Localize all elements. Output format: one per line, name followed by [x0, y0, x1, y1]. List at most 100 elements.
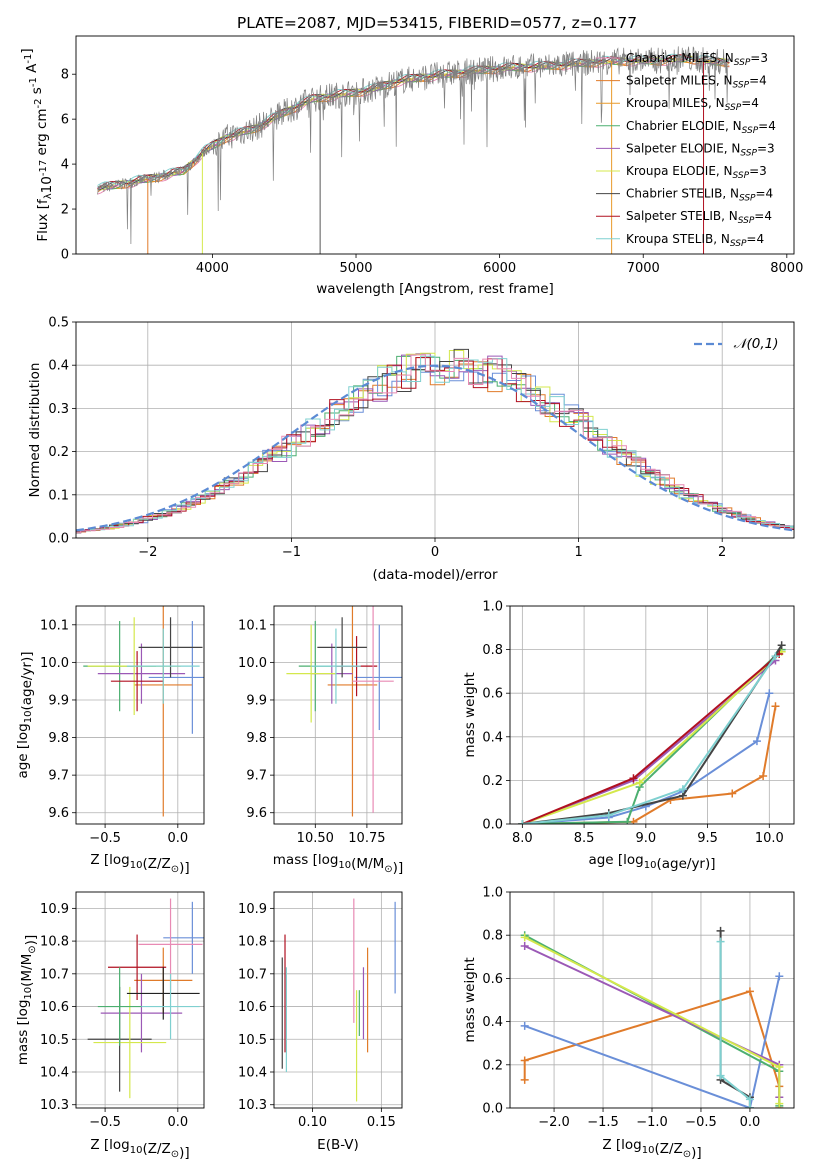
label-subscript: ⊙ [683, 1149, 691, 1160]
series-marker [752, 737, 761, 746]
legend-label: Chabrier ELODIE, NSSP=4 [626, 119, 776, 136]
label-part: (data-model)/error [372, 567, 498, 583]
y-tick-label: 0.8 [482, 643, 503, 658]
x-tick-label: 6000 [483, 261, 516, 276]
y-tick-label: 10.9 [40, 902, 69, 917]
panel-age_vs_mass: 10.50 10.75 9.6 9.7 9.8 9.9 10.0 10.1 mass [log1… [238, 605, 403, 876]
legend-text: Chabrier ELODIE, N [626, 119, 742, 133]
legend-text: =3 [750, 51, 768, 65]
y-tick-label: 0.6 [482, 687, 503, 702]
label-part: A [24, 63, 40, 77]
panel-mass_vs_z: −0.5 0.0 10.3 10.4 10.5 10.6 10.7 10.8 10.9 Z [lo… [15, 891, 205, 1161]
axes-frame [509, 605, 795, 825]
y-axis-label: Flux [fλ10-17 erg cm-2 s-1 A-1] [19, 48, 55, 241]
y-tick-label: 10.4 [40, 1066, 69, 1081]
y-tick-label: 10.8 [40, 935, 69, 950]
x-axis-label: age [log10(age/yr)] [588, 852, 715, 872]
label-part: mass [log [273, 852, 339, 868]
y-tick-label: 0.8 [482, 929, 503, 944]
x-axis-label: E(B-V) [317, 1137, 359, 1153]
x-tick-label: 0.0 [740, 1115, 761, 1130]
x-tick-label: 0 [431, 545, 439, 560]
label-superscript: -17 [38, 160, 49, 176]
series-line [522, 692, 771, 824]
x-axis-label: (data-model)/error [372, 567, 498, 583]
label-part: (Z/Z [142, 856, 170, 872]
label-part: wavelength [Angstrom, rest frame] [316, 281, 554, 297]
axes-frame [273, 891, 403, 1109]
series-line [719, 930, 751, 1108]
x-tick-label: 10.0 [755, 831, 784, 846]
axes-frame [509, 891, 795, 1109]
label-superscript: -2 [33, 98, 44, 108]
legend-text: Salpeter MILES, N [626, 74, 733, 88]
label-subscript: 10 [23, 711, 34, 724]
legend-text: Chabrier MILES, N [626, 51, 734, 65]
plot-area-age_vs_z [76, 606, 204, 824]
label-subscript: 10 [130, 1145, 143, 1156]
x-axis-label: wavelength [Angstrom, rest frame] [316, 281, 554, 297]
y-tick-label: 0.2 [482, 1058, 503, 1073]
series-marker [623, 817, 632, 824]
y-tick-label: 9.9 [246, 693, 267, 708]
x-tick-label: −2.0 [538, 1115, 570, 1130]
series-marker [745, 987, 754, 996]
legend-text: =3 [749, 164, 767, 178]
panel-massweight_vs_age: 8.0 8.5 9.0 9.5 10.0 0.0 0.2 0.4 0.6 0.8 1.0 age [l… [462, 600, 795, 872]
y-tick-label: 10.9 [238, 902, 267, 917]
legend-subscript: SSP [734, 58, 751, 68]
legend-subscript: SSP [742, 126, 759, 136]
series-marker [759, 772, 768, 781]
y-tick-label: 1.0 [482, 886, 503, 901]
y-tick-label: 10.6 [238, 1000, 267, 1015]
panel-age_vs_z: −0.5 0.09.69.79.89.910.010.1Z [log10(Z/Z⊙… [15, 605, 205, 876]
legend-label: Kroupa STELIB, NSSP=4 [626, 232, 764, 249]
label-part: mass weight [462, 672, 478, 757]
x-tick-label: 5000 [339, 261, 372, 276]
label-part: (Z/Z [654, 1141, 682, 1157]
histogram-step [76, 355, 794, 534]
label-superscript: -1 [28, 77, 39, 87]
label-part: ] [19, 48, 35, 53]
label-subscript: ⊙ [171, 1149, 179, 1160]
x-tick-label: 7000 [627, 261, 660, 276]
series-marker [520, 1021, 529, 1030]
x-tick-label: 9.0 [635, 831, 656, 846]
y-tick-label: 0.1 [48, 488, 69, 503]
label-subscript: λ [43, 193, 54, 199]
y-tick-label: 0.5 [48, 316, 69, 331]
label-math: 𝒩(0,1) [734, 336, 779, 352]
series-marker [518, 820, 527, 824]
series-marker [520, 1056, 529, 1065]
x-axis-label: mass [log10(M/M⊙)] [273, 852, 403, 876]
y-tick-label: 10.4 [238, 1066, 267, 1081]
legend-text: Salpeter STELIB, N [626, 209, 738, 223]
y-tick-label: 10.6 [40, 1000, 69, 1015]
y-tick-label: 10.0 [40, 656, 69, 671]
legend-label: 𝒩(0,1) [734, 336, 779, 352]
series-marker [678, 785, 687, 794]
x-tick-label: 0.0 [167, 831, 188, 846]
y-tick-label: 0.0 [48, 532, 69, 547]
y-tick-label: 0.3 [48, 402, 69, 417]
label-part: )] [179, 1145, 190, 1161]
y-tick-label: 10.3 [238, 1098, 267, 1113]
legend-subscript: SSP [730, 239, 747, 249]
label-part: )] [691, 1145, 702, 1161]
label-part: )] [23, 935, 39, 946]
legend-text: Chabrier STELIB, N [626, 187, 739, 201]
y-tick-label: 10.5 [40, 1033, 69, 1048]
y-tick-label: 9.8 [246, 731, 267, 746]
label-subscript: ⊙ [171, 864, 179, 875]
gaussian-curve [76, 364, 794, 532]
series-line [521, 651, 783, 824]
label-part: mass weight [462, 957, 478, 1042]
y-tick-label: 8 [61, 68, 69, 83]
panel-spectrum: 4000 5000 6000 7000 8000 0 2 4 6 8 wavelength [Ang… [19, 35, 803, 297]
legend-subscript: SSP [725, 103, 742, 113]
x-tick-label: 1 [574, 545, 582, 560]
label-part: )] [393, 860, 404, 876]
series-marker [629, 774, 638, 783]
x-tick-label: −2 [138, 545, 157, 560]
